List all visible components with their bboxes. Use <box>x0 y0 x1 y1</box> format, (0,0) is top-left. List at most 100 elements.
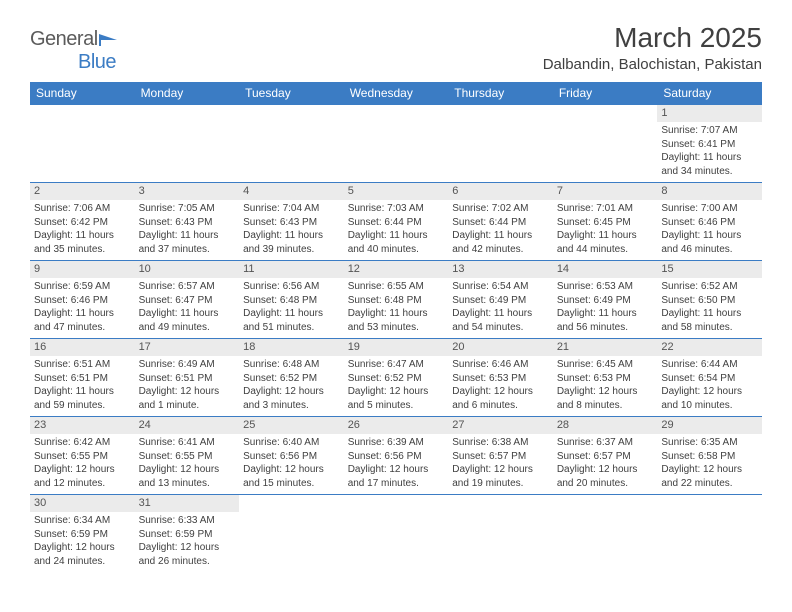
sunset-text: Sunset: 6:58 PM <box>661 450 758 464</box>
daylight-text: Daylight: 12 hours and 1 minute. <box>139 385 236 412</box>
daylight-text: Daylight: 12 hours and 10 minutes. <box>661 385 758 412</box>
sunrise-text: Sunrise: 6:53 AM <box>557 280 654 294</box>
daylight-text: Daylight: 12 hours and 17 minutes. <box>348 463 445 490</box>
sunrise-text: Sunrise: 6:51 AM <box>34 358 131 372</box>
sunrise-text: Sunrise: 7:00 AM <box>661 202 758 216</box>
sunrise-text: Sunrise: 6:39 AM <box>348 436 445 450</box>
calendar-cell <box>239 495 344 573</box>
calendar-cell: 28Sunrise: 6:37 AMSunset: 6:57 PMDayligh… <box>553 417 658 495</box>
daylight-text: Daylight: 11 hours and 35 minutes. <box>34 229 131 256</box>
daylight-text: Daylight: 11 hours and 47 minutes. <box>34 307 131 334</box>
daylight-text: Daylight: 11 hours and 46 minutes. <box>661 229 758 256</box>
day-body: Sunrise: 6:48 AMSunset: 6:52 PMDaylight:… <box>239 356 344 414</box>
day-body: Sunrise: 7:05 AMSunset: 6:43 PMDaylight:… <box>135 200 240 258</box>
sunset-text: Sunset: 6:44 PM <box>452 216 549 230</box>
sunset-text: Sunset: 6:57 PM <box>452 450 549 464</box>
sunrise-text: Sunrise: 6:40 AM <box>243 436 340 450</box>
day-number: 15 <box>657 261 762 278</box>
day-number: 31 <box>135 495 240 512</box>
sunrise-text: Sunrise: 6:42 AM <box>34 436 131 450</box>
daylight-text: Daylight: 11 hours and 34 minutes. <box>661 151 758 178</box>
day-number: 28 <box>553 417 658 434</box>
day-number: 7 <box>553 183 658 200</box>
calendar-cell: 11Sunrise: 6:56 AMSunset: 6:48 PMDayligh… <box>239 261 344 339</box>
day-body: Sunrise: 6:42 AMSunset: 6:55 PMDaylight:… <box>30 434 135 492</box>
calendar-cell: 3Sunrise: 7:05 AMSunset: 6:43 PMDaylight… <box>135 183 240 261</box>
calendar-cell <box>344 105 449 183</box>
day-body: Sunrise: 6:44 AMSunset: 6:54 PMDaylight:… <box>657 356 762 414</box>
calendar-cell: 5Sunrise: 7:03 AMSunset: 6:44 PMDaylight… <box>344 183 449 261</box>
sunrise-text: Sunrise: 6:41 AM <box>139 436 236 450</box>
day-body: Sunrise: 6:57 AMSunset: 6:47 PMDaylight:… <box>135 278 240 336</box>
sunrise-text: Sunrise: 6:37 AM <box>557 436 654 450</box>
logo-text-general: General <box>30 28 98 51</box>
calendar-row: 9Sunrise: 6:59 AMSunset: 6:46 PMDaylight… <box>30 261 762 339</box>
calendar-cell: 22Sunrise: 6:44 AMSunset: 6:54 PMDayligh… <box>657 339 762 417</box>
sunrise-text: Sunrise: 7:03 AM <box>348 202 445 216</box>
sunset-text: Sunset: 6:46 PM <box>34 294 131 308</box>
day-number: 22 <box>657 339 762 356</box>
day-number: 23 <box>30 417 135 434</box>
calendar-cell: 13Sunrise: 6:54 AMSunset: 6:49 PMDayligh… <box>448 261 553 339</box>
day-body: Sunrise: 6:47 AMSunset: 6:52 PMDaylight:… <box>344 356 449 414</box>
sunrise-text: Sunrise: 7:01 AM <box>557 202 654 216</box>
day-header: Sunday <box>30 82 135 105</box>
calendar-cell: 10Sunrise: 6:57 AMSunset: 6:47 PMDayligh… <box>135 261 240 339</box>
day-body: Sunrise: 6:59 AMSunset: 6:46 PMDaylight:… <box>30 278 135 336</box>
calendar-page: GeneralBlue March 2025 Dalbandin, Baloch… <box>0 0 792 583</box>
day-body: Sunrise: 6:45 AMSunset: 6:53 PMDaylight:… <box>553 356 658 414</box>
daylight-text: Daylight: 11 hours and 39 minutes. <box>243 229 340 256</box>
sunset-text: Sunset: 6:59 PM <box>34 528 131 542</box>
calendar-cell: 6Sunrise: 7:02 AMSunset: 6:44 PMDaylight… <box>448 183 553 261</box>
calendar-cell: 17Sunrise: 6:49 AMSunset: 6:51 PMDayligh… <box>135 339 240 417</box>
sunset-text: Sunset: 6:50 PM <box>661 294 758 308</box>
calendar-cell: 23Sunrise: 6:42 AMSunset: 6:55 PMDayligh… <box>30 417 135 495</box>
calendar-cell <box>657 495 762 573</box>
day-number: 12 <box>344 261 449 278</box>
daylight-text: Daylight: 12 hours and 24 minutes. <box>34 541 131 568</box>
logo: GeneralBlue <box>30 22 119 74</box>
sunset-text: Sunset: 6:52 PM <box>243 372 340 386</box>
day-number: 5 <box>344 183 449 200</box>
calendar-cell: 27Sunrise: 6:38 AMSunset: 6:57 PMDayligh… <box>448 417 553 495</box>
day-number: 16 <box>30 339 135 356</box>
calendar-cell <box>553 495 658 573</box>
daylight-text: Daylight: 11 hours and 53 minutes. <box>348 307 445 334</box>
daylight-text: Daylight: 12 hours and 5 minutes. <box>348 385 445 412</box>
day-body: Sunrise: 6:38 AMSunset: 6:57 PMDaylight:… <box>448 434 553 492</box>
sunrise-text: Sunrise: 7:02 AM <box>452 202 549 216</box>
sunset-text: Sunset: 6:56 PM <box>243 450 340 464</box>
day-number: 24 <box>135 417 240 434</box>
sunset-text: Sunset: 6:52 PM <box>348 372 445 386</box>
day-body: Sunrise: 6:55 AMSunset: 6:48 PMDaylight:… <box>344 278 449 336</box>
sunset-text: Sunset: 6:48 PM <box>348 294 445 308</box>
daylight-text: Daylight: 11 hours and 49 minutes. <box>139 307 236 334</box>
daylight-text: Daylight: 12 hours and 6 minutes. <box>452 385 549 412</box>
daylight-text: Daylight: 11 hours and 59 minutes. <box>34 385 131 412</box>
calendar-cell: 20Sunrise: 6:46 AMSunset: 6:53 PMDayligh… <box>448 339 553 417</box>
sunrise-text: Sunrise: 6:44 AM <box>661 358 758 372</box>
sunrise-text: Sunrise: 6:48 AM <box>243 358 340 372</box>
calendar-row: 16Sunrise: 6:51 AMSunset: 6:51 PMDayligh… <box>30 339 762 417</box>
sunrise-text: Sunrise: 6:35 AM <box>661 436 758 450</box>
calendar-row: 2Sunrise: 7:06 AMSunset: 6:42 PMDaylight… <box>30 183 762 261</box>
logo-text-blue: Blue <box>78 51 116 73</box>
day-header: Thursday <box>448 82 553 105</box>
day-body: Sunrise: 7:00 AMSunset: 6:46 PMDaylight:… <box>657 200 762 258</box>
calendar-cell: 15Sunrise: 6:52 AMSunset: 6:50 PMDayligh… <box>657 261 762 339</box>
calendar-cell <box>135 105 240 183</box>
daylight-text: Daylight: 12 hours and 26 minutes. <box>139 541 236 568</box>
day-number: 9 <box>30 261 135 278</box>
day-body: Sunrise: 6:33 AMSunset: 6:59 PMDaylight:… <box>135 512 240 570</box>
calendar-cell <box>30 105 135 183</box>
sunset-text: Sunset: 6:44 PM <box>348 216 445 230</box>
sunset-text: Sunset: 6:46 PM <box>661 216 758 230</box>
calendar-cell: 19Sunrise: 6:47 AMSunset: 6:52 PMDayligh… <box>344 339 449 417</box>
day-body: Sunrise: 6:35 AMSunset: 6:58 PMDaylight:… <box>657 434 762 492</box>
sunrise-text: Sunrise: 6:33 AM <box>139 514 236 528</box>
sunset-text: Sunset: 6:43 PM <box>139 216 236 230</box>
calendar-cell <box>239 105 344 183</box>
sunset-text: Sunset: 6:49 PM <box>452 294 549 308</box>
day-number: 4 <box>239 183 344 200</box>
day-header: Saturday <box>657 82 762 105</box>
